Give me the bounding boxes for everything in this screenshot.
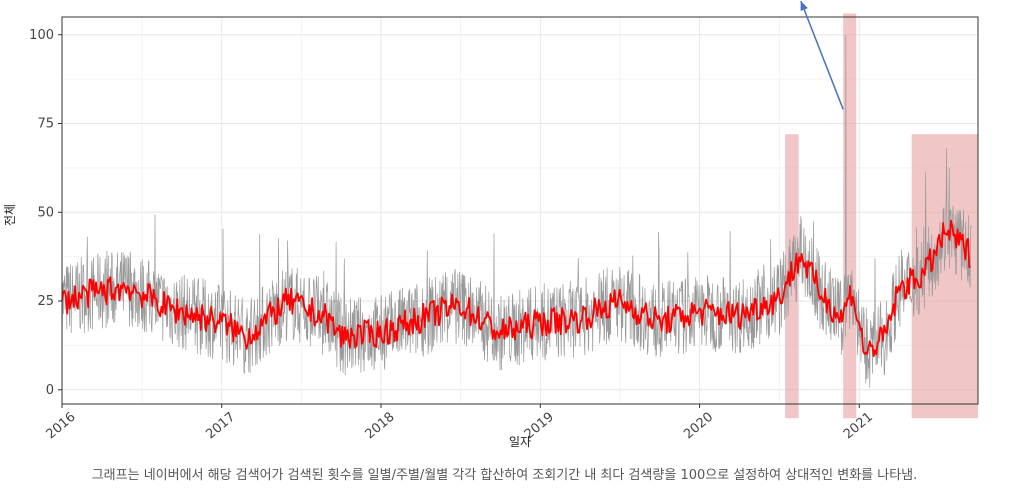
annotation-arrow-shaft: [800, 0, 844, 110]
x-tick-labels: 2016 2017 2018 2019 2020 2021: [44, 404, 876, 442]
y-tick-label: 0: [46, 383, 54, 398]
x-tick-label: 2016: [44, 410, 79, 443]
y-tick-label: 100: [29, 28, 54, 43]
x-axis-title: 일자: [509, 435, 531, 449]
trend-series-line: [61, 219, 971, 358]
grid-lines: [61, 17, 978, 404]
trend-series-layer: [61, 219, 971, 358]
plot-background: [62, 17, 978, 404]
x-tick-label: 2018: [363, 410, 398, 443]
chart-caption: 그래프는 네이버에서 해당 검색어가 검색된 횟수를 일별/주별/월별 각각 합…: [91, 468, 918, 483]
y-tick-label: 25: [37, 294, 54, 309]
y-tick-label: 50: [37, 205, 54, 220]
highlight-band-3: [911, 134, 978, 419]
annotation-arrow: [800, 0, 844, 110]
x-tick-label: 2017: [203, 410, 238, 443]
x-tick-label: 2020: [681, 410, 716, 443]
plot-frame: [61, 16, 979, 405]
annotation-arrow-head: [800, 1, 808, 11]
y-tick-labels: 0 25 50 75 100: [29, 28, 62, 398]
y-axis-title: 전체: [3, 204, 17, 226]
y-tick-label: 75: [37, 117, 54, 132]
highlight-band-2: [843, 13, 857, 419]
